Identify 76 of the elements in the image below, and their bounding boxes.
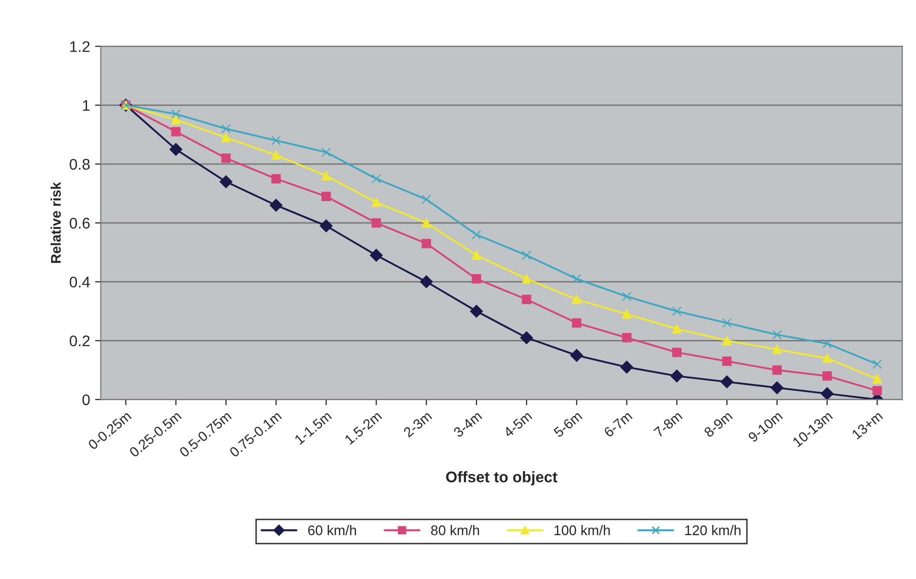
point (672, 324, 682, 334)
point (772, 330, 782, 340)
y-tick-label: 0 (82, 394, 90, 406)
point (372, 218, 381, 228)
point (872, 386, 882, 396)
point (321, 148, 331, 157)
point (271, 174, 281, 184)
point (722, 356, 732, 366)
point (872, 374, 882, 384)
point (422, 238, 432, 248)
point (171, 115, 181, 125)
y-tick-label: 0.4 (70, 276, 90, 288)
point (722, 318, 732, 328)
point (622, 333, 632, 342)
x-tick-label: 6-7m (603, 410, 633, 438)
point (372, 198, 381, 207)
point (820, 387, 834, 400)
point (221, 153, 231, 163)
point (171, 126, 181, 136)
point (872, 360, 882, 369)
point (622, 292, 632, 302)
point (622, 309, 632, 319)
point (271, 150, 281, 160)
point (772, 365, 782, 375)
point (220, 175, 232, 188)
point (169, 142, 182, 156)
point (672, 348, 682, 358)
y-tick-label: 1 (83, 100, 90, 111)
legend-label: 120 km/h (685, 525, 740, 536)
y-tick-label: 0.8 (70, 158, 90, 170)
point (722, 336, 732, 346)
point (720, 375, 734, 388)
point (670, 370, 684, 382)
x-tick-label: 7-8m (653, 410, 683, 438)
point (171, 109, 181, 119)
point (422, 194, 432, 204)
x-tick-label: 4-5m (502, 410, 532, 438)
point (572, 318, 582, 328)
point (472, 250, 482, 260)
point (321, 171, 331, 181)
point (570, 348, 584, 362)
point (472, 274, 482, 284)
point (270, 198, 282, 212)
legend-label: 80 km/h (431, 525, 479, 536)
y-axis-title: Relative risk (50, 182, 61, 263)
y-tick-label: 1.2 (70, 41, 90, 52)
point (520, 331, 533, 344)
point (271, 136, 281, 146)
point (572, 294, 582, 304)
point (522, 274, 532, 284)
point (522, 250, 532, 260)
x-axis-title: Offset to object (446, 471, 558, 486)
point (472, 230, 482, 240)
point (822, 354, 832, 363)
legend-label: 60 km/h (308, 525, 356, 536)
point (221, 132, 231, 142)
x-tick-label: 8-9m (703, 410, 733, 438)
point (420, 275, 433, 288)
point (422, 218, 432, 228)
point (770, 381, 784, 394)
point (470, 304, 483, 318)
y-tick-label: 0.2 (70, 336, 90, 346)
point (672, 306, 682, 316)
point (370, 248, 383, 262)
point (372, 174, 381, 184)
point (522, 294, 532, 304)
point (822, 338, 832, 348)
point (822, 371, 832, 381)
y-tick-label: 0.6 (70, 218, 90, 229)
point (320, 219, 333, 232)
legend-label: 100 km/h (554, 525, 610, 536)
point (772, 344, 782, 354)
point (572, 274, 582, 284)
point (221, 124, 231, 134)
point (620, 360, 634, 374)
point (321, 192, 331, 202)
